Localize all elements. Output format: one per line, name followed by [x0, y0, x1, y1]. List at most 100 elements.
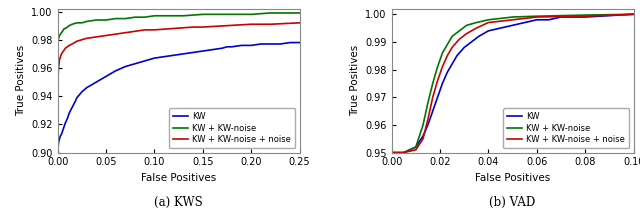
Line: KW + KW-noise: KW + KW-noise [58, 13, 300, 48]
Text: (b) VAD: (b) VAD [490, 196, 536, 209]
KW + KW-noise + noise [60, 50, 67, 52]
KW [93, 81, 100, 83]
KW + KW-noise + noise [54, 83, 61, 86]
KW [223, 46, 231, 48]
KW + KW-noise + noise [388, 151, 396, 154]
KW [73, 96, 81, 99]
KW + KW-noise + noise [412, 148, 420, 151]
KW + KW-noise [509, 16, 516, 18]
KW [63, 118, 71, 120]
KW + KW-noise [60, 29, 67, 31]
KW + KW-noise [581, 14, 589, 16]
KW + KW-noise [388, 151, 396, 154]
KW + KW-noise + noise [419, 138, 427, 140]
KW [468, 41, 476, 43]
KW + KW-noise [412, 146, 420, 148]
KW [112, 70, 120, 72]
KW + KW-noise [472, 21, 480, 24]
KW [497, 27, 504, 29]
KW [97, 78, 105, 81]
KW [58, 133, 65, 136]
KW + KW-noise [630, 13, 637, 15]
KW [71, 100, 79, 103]
KW + KW-noise + noise [424, 118, 432, 121]
KW [276, 43, 284, 45]
Y-axis label: True Positives: True Positives [16, 45, 26, 116]
KW [83, 86, 90, 89]
KW + KW-noise + noise [484, 21, 492, 24]
KW [521, 21, 529, 24]
Text: (a) KWS: (a) KWS [154, 196, 203, 209]
KW [54, 151, 61, 154]
KW [581, 16, 589, 18]
KW [88, 83, 95, 86]
KW [419, 135, 427, 137]
KW [248, 44, 255, 47]
KW + KW-noise + noise [463, 32, 470, 35]
KW + KW-noise [419, 124, 427, 126]
KW + KW-noise [429, 82, 436, 85]
KW [180, 53, 188, 55]
KW + KW-noise [400, 151, 408, 154]
KW + KW-noise [55, 37, 63, 40]
KW + KW-noise + noise [296, 22, 303, 24]
KW + KW-noise [73, 22, 81, 24]
KW + KW-noise [533, 15, 541, 17]
KW + KW-noise [61, 27, 69, 30]
KW + KW-noise [56, 34, 63, 37]
KW + KW-noise + noise [438, 66, 446, 68]
KW + KW-noise + noise [199, 26, 207, 28]
KW [199, 50, 207, 52]
KW + KW-noise + noise [112, 33, 120, 35]
KW + KW-noise + noise [68, 43, 76, 45]
KW [267, 43, 275, 45]
KW [150, 57, 158, 59]
KW + KW-noise [248, 13, 255, 16]
KW [218, 47, 226, 49]
KW [605, 14, 613, 17]
KW + KW-noise [456, 30, 463, 32]
KW + KW-noise [78, 22, 86, 24]
KW + KW-noise [112, 17, 120, 20]
KW [460, 46, 468, 49]
KW [630, 13, 637, 15]
KW + KW-noise + noise [434, 79, 442, 82]
KW [189, 51, 197, 54]
KW [78, 91, 86, 93]
KW [286, 41, 294, 44]
X-axis label: False Positives: False Positives [475, 173, 550, 183]
KW + KW-noise [65, 24, 73, 27]
KW + KW-noise [296, 12, 303, 14]
KW [170, 54, 178, 57]
KW [55, 141, 63, 144]
KW + KW-noise [131, 16, 139, 19]
KW + KW-noise [83, 20, 90, 23]
KW + KW-noise + noise [509, 19, 516, 21]
KW + KW-noise + noise [57, 55, 65, 58]
KW + KW-noise [444, 43, 451, 46]
KW + KW-noise + noise [131, 30, 139, 33]
KW [57, 134, 65, 137]
KW + KW-noise [150, 14, 158, 17]
KW + KW-noise [57, 33, 65, 35]
KW [141, 60, 148, 62]
KW [68, 106, 76, 109]
KW + KW-noise + noise [400, 151, 408, 154]
KW + KW-noise [223, 13, 231, 16]
KW [59, 130, 67, 133]
KW [56, 137, 63, 140]
KW + KW-noise [141, 16, 148, 19]
KW + KW-noise [434, 66, 442, 68]
KW [122, 65, 129, 68]
KW [557, 16, 565, 18]
KW + KW-noise + noise [61, 48, 68, 51]
KW [65, 112, 73, 114]
KW [296, 41, 303, 44]
KW [475, 35, 483, 38]
KW [424, 124, 432, 126]
KW [160, 55, 168, 58]
KW [434, 96, 442, 99]
KW [60, 127, 67, 130]
KW + KW-noise [54, 47, 61, 49]
KW [61, 124, 68, 127]
